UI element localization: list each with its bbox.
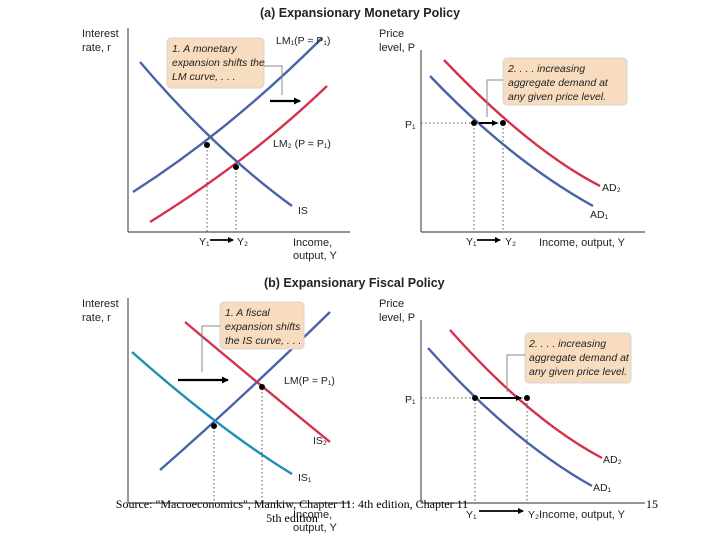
is2-curve: [184, 321, 331, 443]
ad2-curve: [449, 329, 603, 460]
equilibrium-point-1: [204, 142, 210, 148]
panel-a-left-graph: Interest rate, r Income, output, Y Y₁ Y₂…: [82, 28, 350, 262]
lm1-label: LM₁(P = P₁): [276, 35, 330, 47]
tick-y2: Y₂: [528, 509, 539, 521]
note-line-2: aggregate demand at: [508, 77, 609, 89]
note-leader: [264, 65, 283, 95]
note-line-3: any given price level.: [508, 91, 606, 103]
y-axis-label-line2: level, P: [379, 42, 415, 54]
source-line-2: 5th edition: [266, 511, 318, 525]
note-line-3: any given price level.: [529, 366, 627, 378]
x-axis-label-line2: output, Y: [293, 522, 337, 534]
page-number: 15: [646, 497, 658, 511]
equilibrium-point-2: [233, 164, 239, 170]
panel-a-right-graph: Price level, P Income, output, Y P₁ Y₁ Y…: [379, 28, 645, 249]
lm2-curve: [149, 85, 328, 224]
note-leader: [506, 354, 525, 392]
x-axis-label-line1: Income,: [293, 237, 332, 249]
ad2-label: AD₂: [602, 182, 621, 194]
note-box: [502, 57, 628, 106]
panel-b-right-graph: Price level, P Income, output, Y P₁ Y₁ Y…: [379, 298, 645, 521]
equilibrium-point-2: [259, 384, 265, 390]
source-line-1: Source: "Macroeconomics", Mankiw, Chapte…: [115, 497, 469, 511]
point-ad2: [524, 395, 530, 401]
ad1-label: AD₁: [593, 482, 612, 494]
lm-label: LM(P = P₁): [284, 375, 335, 387]
x-axis-label: Income, output, Y: [539, 237, 626, 249]
y-axis-label-line2: rate, r: [82, 42, 111, 54]
point-ad2: [500, 120, 506, 126]
y-axis-label-line1: Price: [379, 28, 404, 40]
y-axis-label-line1: Price: [379, 298, 404, 310]
note-line-1: 1. A monetary: [172, 43, 237, 55]
note-line-1: 2. . . . increasing: [507, 63, 585, 75]
tick-y1: Y₁: [466, 236, 477, 248]
tick-y1: Y₁: [199, 236, 210, 248]
tick-y2: Y₂: [237, 236, 248, 248]
tick-y1: Y₁: [466, 509, 477, 521]
lm2-label: LM₂ (P = P₁): [273, 138, 331, 150]
note-leader: [201, 325, 220, 372]
note-line-3: LM curve, . . .: [172, 71, 236, 83]
y-axis-label-line1: Interest: [82, 28, 119, 40]
tick-p1: P₁: [405, 119, 416, 131]
x-axis-label-line2: output, Y: [293, 250, 337, 262]
is2-label: IS₂: [313, 435, 327, 447]
lm-curve: [159, 311, 331, 471]
lm1-curve: [132, 37, 323, 194]
ad2-curve: [443, 59, 601, 188]
note-line-1: 2. . . . increasing: [528, 338, 606, 350]
y-axis-label-line2: rate, r: [82, 312, 111, 324]
y-axis-label-line1: Interest: [82, 298, 119, 310]
is1-label: IS₁: [298, 472, 312, 484]
note-line-2: expansion shifts the: [172, 57, 265, 69]
note-line-3: the IS curve, . . .: [225, 335, 301, 347]
x-axis-label-line1: Income,: [293, 509, 332, 521]
panel-a-title: (a) Expansionary Monetary Policy: [260, 6, 460, 20]
source-citation: Source: "Macroeconomics", Mankiw, Chapte…: [72, 497, 512, 525]
note-box: [166, 37, 265, 89]
is-curve: [139, 61, 293, 207]
panel-b-title: (b) Expansionary Fiscal Policy: [264, 276, 445, 290]
note-box: [524, 332, 632, 384]
point-ad1: [472, 395, 478, 401]
note-line-1: 1. A fiscal: [225, 307, 270, 319]
tick-y2: Y₂: [505, 236, 516, 248]
note-leader: [486, 79, 503, 117]
x-axis-label: Income, output, Y: [539, 509, 626, 521]
note-line-2: expansion shifts: [225, 321, 301, 333]
y-axis-label-line2: level, P: [379, 312, 415, 324]
point-ad1: [471, 120, 477, 126]
ad1-curve: [429, 75, 594, 208]
note-line-2: aggregate demand at: [529, 352, 630, 364]
ad1-label: AD₁: [590, 209, 609, 221]
ad2-label: AD₂: [603, 454, 622, 466]
ad1-curve: [427, 347, 593, 488]
tick-p1: P₁: [405, 394, 416, 406]
panel-b-left-graph: Interest rate, r Income, output, Y LM(P …: [82, 298, 350, 534]
is-label: IS: [298, 205, 308, 217]
equilibrium-point-1: [211, 423, 217, 429]
is1-curve: [131, 351, 293, 476]
